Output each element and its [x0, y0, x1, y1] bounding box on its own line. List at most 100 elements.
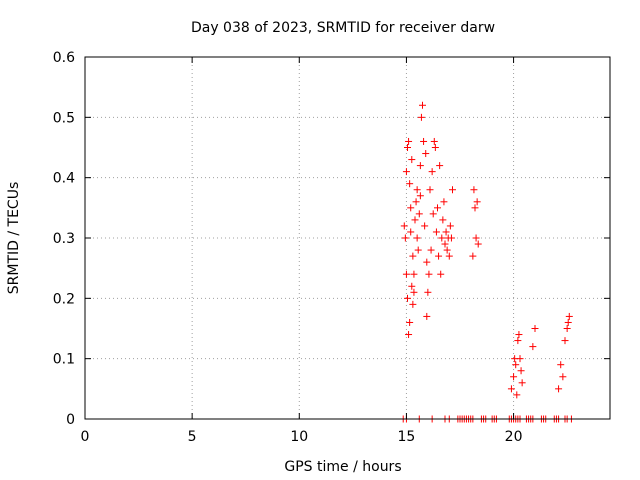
data-point [439, 216, 447, 224]
x-axis-label: GPS time / hours [284, 459, 401, 475]
data-point [421, 222, 429, 230]
data-point [425, 270, 433, 278]
data-point [405, 137, 413, 145]
x-tick-label: 5 [188, 429, 197, 445]
data-point [419, 101, 426, 109]
data-point [436, 162, 444, 170]
data-point [424, 288, 432, 296]
data-point [416, 192, 424, 200]
data-point [514, 337, 522, 345]
data-point [435, 252, 443, 260]
data-point [507, 385, 515, 393]
x-tick-label: 20 [505, 429, 523, 445]
data-point [469, 252, 477, 260]
data-point [409, 252, 417, 260]
grid-lines [85, 57, 610, 419]
data-point [402, 270, 410, 278]
data-point [409, 300, 417, 308]
data-point [413, 234, 421, 242]
y-tick-label: 0.2 [53, 291, 75, 307]
data-point [428, 168, 436, 176]
data-point [441, 240, 449, 248]
data-point [529, 343, 537, 351]
data-point [474, 240, 482, 248]
data-point [513, 391, 521, 399]
plot-frame [84, 56, 611, 420]
data-points [399, 101, 575, 423]
data-point [431, 144, 439, 151]
y-tick-label: 0.3 [53, 231, 75, 247]
y-tick-label: 0.4 [53, 171, 75, 187]
x-tick-label: 10 [290, 429, 308, 445]
data-point [557, 361, 565, 369]
data-point [559, 373, 567, 381]
data-point [434, 204, 441, 212]
data-point [414, 246, 422, 254]
data-point [407, 204, 415, 212]
data-point [442, 228, 450, 236]
data-point [405, 331, 413, 339]
data-point [473, 198, 481, 206]
data-point [420, 137, 428, 145]
data-point [410, 288, 418, 296]
data-point [516, 355, 524, 363]
data-point [402, 168, 410, 176]
data-point [437, 270, 445, 278]
data-point [472, 234, 480, 242]
data-point [443, 246, 451, 254]
data-point [411, 216, 419, 224]
chart-title: Day 038 of 2023, SRMTID for receiver dar… [191, 20, 495, 36]
data-point [401, 234, 409, 242]
data-point [515, 331, 523, 339]
data-point [400, 222, 408, 230]
data-point [404, 144, 411, 151]
data-point [408, 156, 416, 164]
data-point [438, 234, 446, 242]
y-axis-label: SRMTID / TECUs [6, 182, 22, 295]
x-tick-label: 15 [398, 429, 416, 445]
data-point [446, 222, 454, 230]
data-point [563, 325, 571, 332]
data-point [410, 270, 418, 278]
data-point [531, 325, 539, 332]
data-point [426, 186, 434, 194]
data-point [440, 198, 448, 206]
data-point [447, 234, 455, 242]
data-point [470, 186, 478, 194]
data-point [408, 282, 416, 290]
y-tick-label: 0.1 [53, 352, 75, 368]
axis-ticks: 0 0.1 0.2 0.3 0.4 0.5 0.6 0 5 10 15 20 [53, 50, 610, 445]
y-tick-label: 0.6 [53, 50, 75, 66]
data-point [417, 113, 425, 121]
data-point [422, 150, 430, 158]
data-point [445, 252, 453, 260]
data-point [412, 198, 420, 206]
data-point [413, 186, 421, 194]
data-point [415, 210, 423, 218]
data-point [518, 379, 526, 387]
x-tick-label: 0 [81, 429, 90, 445]
data-point [449, 186, 456, 194]
data-point [561, 337, 569, 345]
data-point [404, 294, 411, 302]
data-point [423, 312, 431, 320]
data-point [564, 318, 572, 326]
data-point [406, 180, 414, 188]
data-point [407, 228, 415, 236]
data-point [565, 312, 573, 320]
y-tick-label: 0 [66, 412, 75, 428]
data-point [423, 258, 431, 266]
data-point [471, 204, 479, 212]
data-point [432, 228, 440, 236]
data-point [416, 162, 424, 170]
y-tick-label: 0.5 [53, 110, 75, 126]
data-point [406, 318, 414, 326]
data-point [517, 367, 525, 375]
data-point [430, 137, 438, 145]
data-point [555, 385, 563, 393]
data-point [512, 361, 520, 369]
data-point [429, 210, 437, 218]
data-point [510, 373, 518, 381]
data-point [427, 246, 435, 254]
